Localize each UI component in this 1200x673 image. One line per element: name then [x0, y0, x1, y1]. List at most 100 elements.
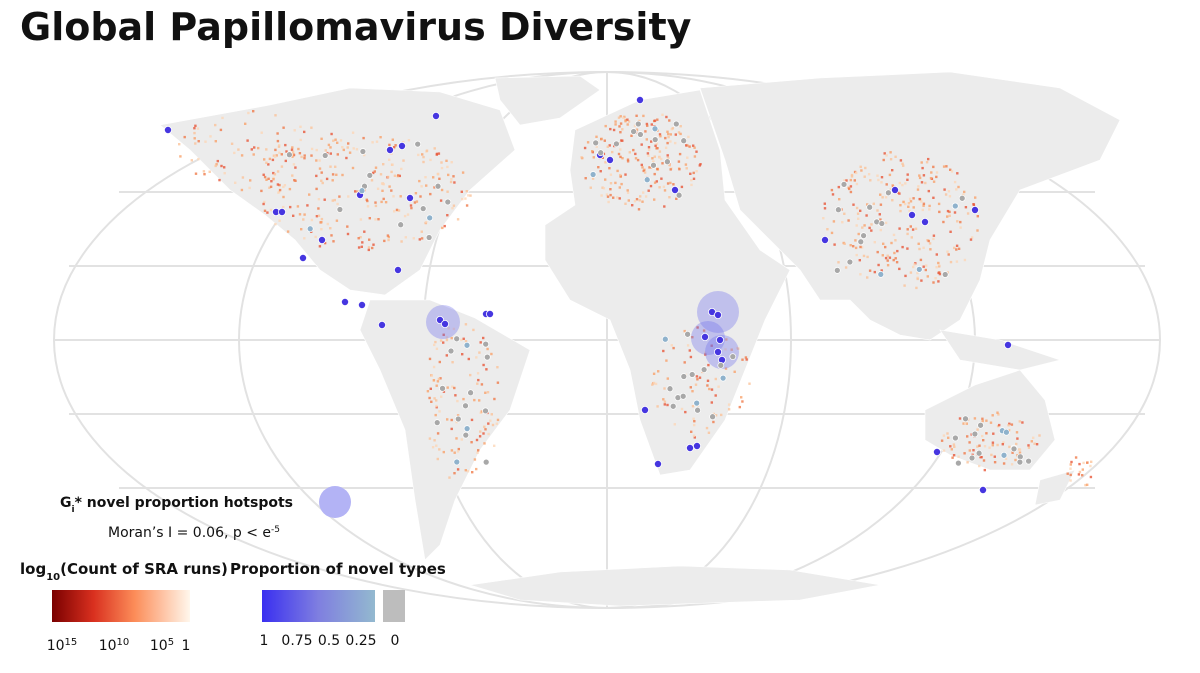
- density-speck: [384, 201, 388, 204]
- density-speck: [650, 123, 653, 126]
- density-speck: [998, 423, 1001, 427]
- density-speck: [695, 150, 698, 153]
- density-speck: [473, 458, 477, 461]
- density-speck: [956, 220, 959, 223]
- density-speck: [942, 220, 945, 224]
- density-speck: [332, 139, 335, 142]
- density-speck: [627, 120, 631, 123]
- density-speck: [925, 161, 929, 164]
- sample-point: [454, 415, 462, 423]
- density-speck: [420, 185, 423, 188]
- density-speck: [400, 240, 403, 243]
- density-speck: [927, 157, 930, 161]
- density-speck: [907, 202, 911, 205]
- density-speck: [930, 171, 933, 174]
- density-speck: [462, 337, 465, 340]
- density-speck: [298, 152, 302, 155]
- density-speck: [597, 166, 600, 169]
- density-speck: [448, 476, 451, 479]
- sample-point: [306, 225, 314, 233]
- sample-point: [485, 309, 494, 318]
- density-speck: [628, 151, 631, 154]
- density-speck: [433, 397, 436, 400]
- density-speck: [959, 220, 962, 224]
- sample-point: [958, 194, 966, 202]
- density-speck: [904, 274, 907, 278]
- density-speck: [438, 448, 441, 451]
- density-speck: [870, 229, 873, 232]
- density-speck: [935, 253, 938, 256]
- density-speck: [741, 358, 744, 361]
- density-speck: [612, 128, 616, 132]
- density-speck: [870, 223, 873, 226]
- density-speck: [609, 188, 612, 191]
- density-speck: [589, 186, 592, 189]
- density-speck: [215, 163, 218, 166]
- density-speck: [603, 139, 606, 142]
- density-speck: [435, 444, 438, 447]
- density-speck: [436, 380, 440, 383]
- density-speck: [365, 198, 368, 201]
- density-speck: [693, 420, 696, 423]
- sample-point: [968, 454, 976, 462]
- density-speck: [432, 365, 436, 369]
- density-speck: [889, 158, 893, 161]
- density-speck: [347, 195, 350, 198]
- density-speck: [926, 275, 929, 278]
- density-speck: [460, 338, 463, 342]
- density-speck: [429, 192, 432, 196]
- density-speck: [417, 153, 420, 157]
- density-speck: [608, 167, 611, 170]
- sample-point: [857, 238, 865, 246]
- density-speck: [484, 428, 487, 431]
- density-speck: [976, 428, 979, 431]
- density-speck: [1018, 448, 1022, 452]
- density-speck: [660, 157, 663, 161]
- density-speck: [898, 181, 901, 185]
- density-speck: [929, 248, 932, 251]
- density-speck: [430, 400, 433, 403]
- density-speck: [218, 178, 221, 182]
- density-speck: [880, 269, 883, 272]
- density-speck: [208, 170, 211, 173]
- density-speck: [306, 204, 309, 207]
- density-speck: [678, 168, 681, 171]
- hotspot-legend-label: Gi* novel proportion hotspots: [60, 495, 293, 515]
- density-speck: [873, 241, 876, 244]
- density-speck: [354, 190, 357, 193]
- sample-point: [835, 206, 842, 214]
- density-speck: [841, 221, 844, 224]
- density-speck: [843, 212, 846, 215]
- density-speck: [260, 189, 263, 193]
- density-speck: [330, 132, 333, 136]
- density-speck: [605, 193, 609, 196]
- density-speck: [439, 377, 442, 380]
- sample-point: [1025, 457, 1032, 465]
- density-speck: [491, 423, 495, 427]
- density-speck: [461, 197, 464, 201]
- density-speck: [949, 230, 952, 233]
- density-speck: [932, 281, 935, 284]
- density-speck: [937, 202, 941, 206]
- density-speck: [677, 160, 681, 163]
- density-speck: [1084, 483, 1087, 487]
- density-speck: [487, 432, 490, 436]
- density-speck: [600, 137, 603, 141]
- density-speck: [440, 166, 444, 170]
- density-speck: [904, 182, 907, 185]
- density-speck: [921, 166, 924, 170]
- density-speck: [412, 237, 415, 240]
- density-speck: [884, 196, 888, 199]
- sample-point: [286, 151, 293, 159]
- density-speck: [1081, 474, 1084, 477]
- density-speck: [262, 173, 265, 176]
- density-speck: [432, 379, 436, 382]
- density-speck: [485, 368, 488, 371]
- density-speck: [475, 467, 478, 471]
- density-speck: [862, 254, 866, 258]
- density-speck: [886, 264, 890, 267]
- density-speck: [276, 132, 279, 135]
- density-speck: [935, 171, 939, 174]
- density-speck: [639, 195, 642, 198]
- density-speck: [424, 176, 427, 179]
